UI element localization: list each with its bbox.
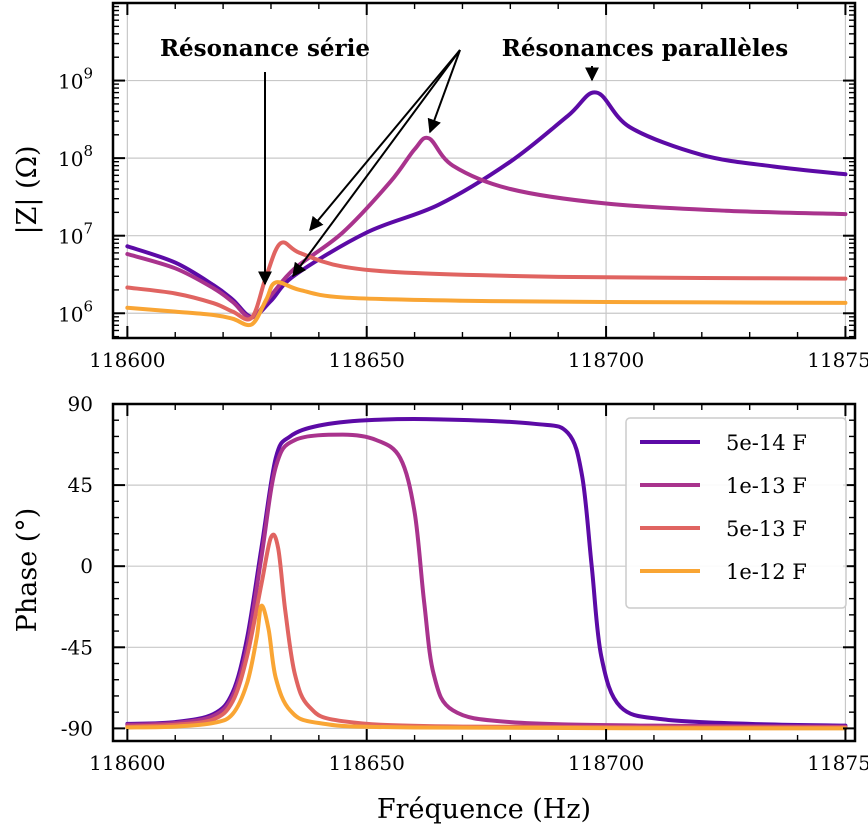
phase-y-tick-label: -90 xyxy=(61,716,93,740)
legend: 5e-14 F 1e-13 F 5e-13 F 1e-12 F xyxy=(625,417,847,609)
phase-x-tick-labels: 118600 118650 118700 118750 xyxy=(89,751,868,775)
phase-y-tick-label: 0 xyxy=(80,554,93,578)
impedance-line-1e-13-F xyxy=(125,135,848,320)
impedance-y-axis-title: |Z| (Ω) xyxy=(12,146,43,235)
legend-label: 1e-12 F xyxy=(726,560,807,584)
phase-x-tick-label: 118600 xyxy=(89,751,165,775)
phase-axes-frame xyxy=(111,402,857,743)
impedance-y-tick-label: 107 xyxy=(58,220,93,249)
impedance-series xyxy=(125,90,848,328)
impedance-line-5e-13-F xyxy=(125,240,848,322)
phase-line-1e-13-F xyxy=(125,432,848,729)
impedance-ticks xyxy=(113,3,855,338)
impedance-line-1e-12-F xyxy=(125,280,848,328)
x-axis-title: Fréquence (Hz) xyxy=(377,794,591,825)
parallel-resonances-label: Résonances parallèles xyxy=(502,35,788,62)
phase-y-tick-labels: 90 45 0 -45 -90 xyxy=(61,392,93,740)
legend-label: 5e-14 F xyxy=(726,431,807,455)
impedance-x-tick-label: 118750 xyxy=(807,348,868,372)
phase-y-tick-label: -45 xyxy=(61,635,93,659)
impedance-panel: 106 107 108 109 118600 118650 118700 118750 |Z… xyxy=(12,1,868,372)
parallel-arrow-2 xyxy=(292,49,461,278)
series-resonance-label: Résonance série xyxy=(160,35,370,62)
phase-panel: 90 45 0 -45 -90 118600 118650 118700 118750 Pha… xyxy=(12,392,868,825)
phase-x-tick-label: 118650 xyxy=(329,751,405,775)
impedance-y-tick-labels: 106 107 108 109 xyxy=(58,65,93,327)
legend-label: 5e-13 F xyxy=(726,517,807,541)
impedance-y-tick-label: 108 xyxy=(58,142,93,171)
impedance-x-tick-label: 118600 xyxy=(89,348,165,372)
impedance-x-tick-label: 118700 xyxy=(568,348,644,372)
legend-label: 1e-13 F xyxy=(726,474,807,498)
phase-x-tick-label: 118700 xyxy=(568,751,644,775)
phase-x-tick-label: 118750 xyxy=(807,751,868,775)
legend-items: 5e-14 F 1e-13 F 5e-13 F 1e-12 F xyxy=(640,431,807,584)
phase-y-tick-label: 45 xyxy=(68,473,93,497)
impedance-y-tick-label: 106 xyxy=(58,297,93,326)
phase-line-1e-12-F xyxy=(125,603,848,731)
phase-series xyxy=(125,417,848,731)
impedance-x-tick-labels: 118600 118650 118700 118750 xyxy=(89,348,868,372)
legend-box xyxy=(625,417,847,609)
impedance-line-5e-14-F xyxy=(125,90,848,319)
phase-y-axis-title: Phase (°) xyxy=(12,508,43,633)
impedance-x-tick-label: 118650 xyxy=(329,348,405,372)
phase-y-tick-label: 90 xyxy=(68,392,93,416)
parallel-arrow-3 xyxy=(427,49,461,134)
phase-ticks xyxy=(113,403,855,741)
impedance-y-tick-label: 109 xyxy=(58,65,93,94)
parallel-arrow-1 xyxy=(309,49,461,232)
